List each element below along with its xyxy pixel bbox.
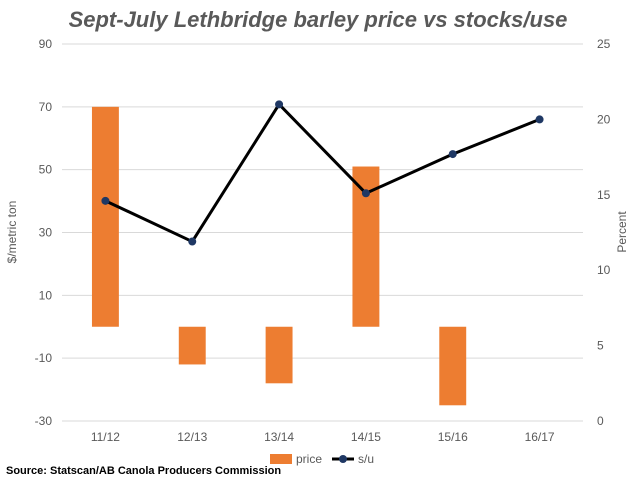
x-tick-label: 11/12 [91,430,120,444]
su-point [361,189,370,198]
y-tick-label: 90 [39,37,53,51]
y2-axis-title: Percent [615,211,629,253]
y2-tick-label: 25 [597,37,611,51]
y2-tick-label: 20 [597,112,611,126]
y2-tick-label: 15 [597,188,611,202]
source-note: Source: Statscan/AB Canola Producers Com… [6,465,281,477]
y2-tick-label: 10 [597,263,611,277]
legend: price s/u [270,452,374,466]
legend-swatch-price [270,454,292,464]
y-tick-label: 50 [39,163,53,177]
stocks-use-line [101,100,544,246]
y2-tick-label: 0 [597,414,604,428]
price-bar [91,106,119,327]
y2-tick-label: 5 [597,339,604,353]
su-point [101,196,110,205]
x-tick-label: 13/14 [264,430,294,444]
su-point [188,237,197,246]
price-bar [178,326,206,365]
y-tick-label: 70 [39,100,53,114]
grid [62,43,583,422]
x-tick-label: 16/17 [525,430,555,444]
y-axis-title: $/metric ton [5,201,19,264]
chart-title: Sept-July Lethbridge barley price vs sto… [69,7,568,32]
y-tick-label: -30 [35,414,53,428]
x-tick-label: 14/15 [351,430,381,444]
price-bar [439,326,467,406]
price-bars [91,106,467,406]
su-point [535,115,544,124]
legend-label-price: price [296,452,322,466]
legend-swatch-su-marker [339,455,347,463]
x-tick-label: 15/16 [438,430,468,444]
y-tick-label: -10 [35,351,53,365]
y-tick-label: 10 [39,288,53,302]
su-point [275,100,284,109]
legend-label-su: s/u [358,452,374,466]
price-bar [265,326,293,384]
y-tick-label: 30 [39,226,53,240]
su-point [448,150,457,159]
x-tick-label: 12/13 [177,430,207,444]
su-line [104,102,541,244]
